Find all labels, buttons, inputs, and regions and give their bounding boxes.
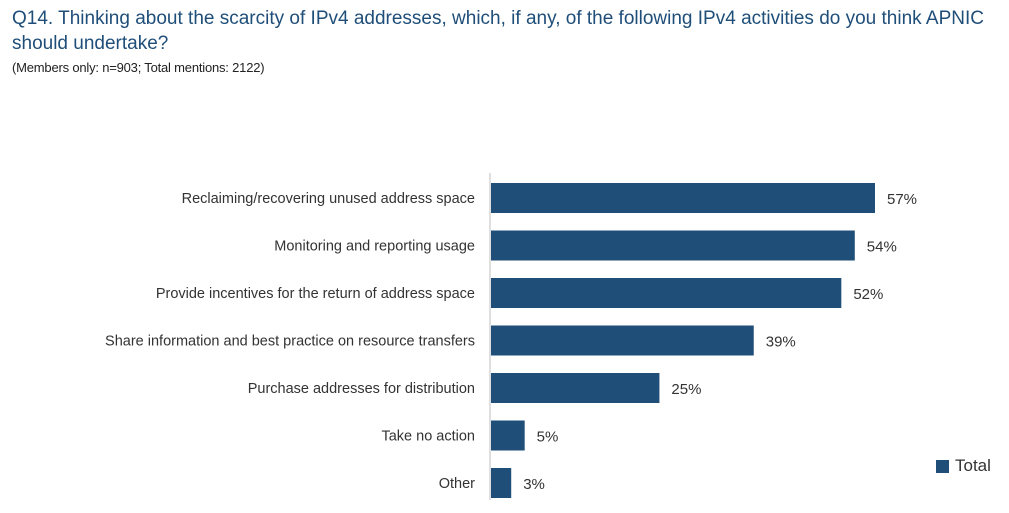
category-label: Other <box>439 476 475 492</box>
legend-swatch <box>936 459 949 473</box>
value-label: 5% <box>537 429 559 446</box>
legend-label: Total <box>955 456 991 475</box>
category-label: Reclaiming/recovering unused address spa… <box>182 191 475 207</box>
bar <box>491 278 842 308</box>
category-label: Share information and best practice on r… <box>105 334 475 350</box>
value-label: 54% <box>867 239 897 256</box>
bar <box>491 230 855 261</box>
value-label: 52% <box>853 286 883 303</box>
category-label: Monitoring and reporting usage <box>274 239 475 255</box>
bar <box>491 468 512 498</box>
legend: Total <box>936 456 991 476</box>
category-label: Take no action <box>381 429 475 445</box>
value-label: 3% <box>523 476 545 493</box>
bar <box>491 183 875 213</box>
category-label: Purchase addresses for distribution <box>248 381 475 397</box>
bar <box>491 420 525 451</box>
chart-subtitle: (Members only: n=903; Total mentions: 21… <box>12 60 265 75</box>
value-label: 25% <box>671 381 701 398</box>
category-label: Provide incentives for the return of add… <box>156 286 475 302</box>
value-label: 57% <box>887 191 917 208</box>
bar <box>491 373 660 403</box>
chart-title: Q14. Thinking about the scarcity of IPv4… <box>12 8 984 54</box>
value-label: 39% <box>766 334 796 351</box>
bar <box>491 325 754 356</box>
